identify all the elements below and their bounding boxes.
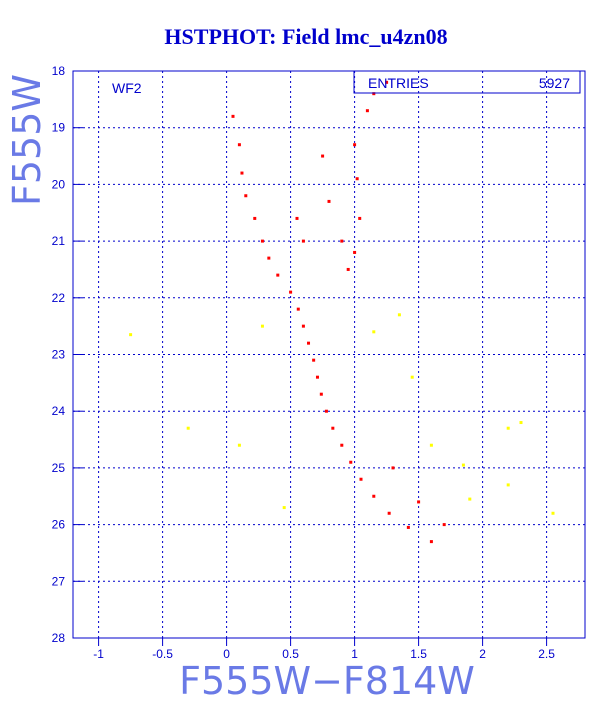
scatter-point — [397, 313, 401, 317]
scatter-point — [331, 426, 335, 430]
y-tick-label: 22 — [52, 291, 66, 305]
scatter-point — [385, 80, 389, 84]
x-tick-label: 2 — [479, 647, 486, 661]
y-axis-title: F555W — [5, 74, 49, 206]
x-tick-label: 2.5 — [538, 647, 555, 661]
scatter-point — [324, 409, 328, 413]
scatter-point — [296, 307, 300, 311]
scatter-point — [129, 333, 133, 337]
x-tick-label: 0.5 — [282, 647, 299, 661]
scatter-point — [429, 443, 433, 447]
scatter-point — [468, 497, 472, 501]
scatter-point — [340, 239, 344, 243]
scatter-point — [429, 540, 433, 544]
scatter-point — [372, 494, 376, 498]
y-tick-label: 28 — [52, 631, 66, 645]
stats-label: ENTRIES — [368, 75, 429, 91]
scatter-point — [372, 330, 376, 334]
scatter-point — [237, 143, 241, 147]
y-tick-label: 26 — [52, 518, 66, 532]
scatter-point — [276, 273, 280, 277]
scatter-point — [349, 460, 353, 464]
scatter-point — [346, 267, 350, 271]
scatter-point — [442, 523, 446, 527]
y-tick-label: 20 — [52, 177, 66, 191]
scatter-point — [506, 426, 510, 430]
scatter-point — [353, 143, 357, 147]
scatter-point — [301, 324, 305, 328]
scatter-point — [461, 463, 465, 467]
scatter-point — [410, 375, 414, 379]
scatter-point — [312, 358, 316, 362]
scatter-point — [282, 506, 286, 510]
scatter-point — [327, 199, 331, 203]
scatter-point — [237, 443, 241, 447]
scatter-point — [519, 421, 523, 425]
scatter-point — [244, 194, 248, 198]
scatter-point — [353, 250, 357, 254]
scatter-point — [551, 511, 555, 515]
scatter-point — [506, 483, 510, 487]
scatter-point — [260, 324, 264, 328]
y-tick-label: 27 — [52, 574, 66, 588]
scatter-point — [295, 216, 299, 220]
y-tick-label: 18 — [52, 64, 66, 78]
scatter-point — [231, 114, 235, 118]
scatter-point — [365, 109, 369, 113]
scatter-point — [321, 154, 325, 158]
scatter-point — [289, 290, 293, 294]
panel-label: WF2 — [112, 80, 142, 96]
scatter-point — [319, 392, 323, 396]
scatter-point — [315, 375, 319, 379]
scatter-point — [307, 341, 311, 345]
y-tick-label: 25 — [52, 461, 66, 475]
scatter-point — [340, 443, 344, 447]
grid — [73, 71, 585, 638]
x-axis-ticks: -1 -0.5 0 0.5 1 1.5 2 2.5 — [93, 638, 555, 661]
x-tick-label: 1.5 — [410, 647, 427, 661]
stats-value: 5927 — [539, 75, 570, 91]
scatter-point — [417, 500, 421, 504]
x-tick-label: -1 — [93, 647, 104, 661]
x-tick-label: 1 — [351, 647, 358, 661]
scatter-point — [253, 216, 257, 220]
stats-box: ENTRIES 5927 — [353, 70, 581, 94]
y-tick-label: 23 — [52, 348, 66, 362]
scatter-point — [186, 426, 190, 430]
x-tick-label: -0.5 — [152, 647, 173, 661]
scatter-point — [358, 216, 362, 220]
x-tick-label: 0 — [223, 647, 230, 661]
scatter-point — [301, 239, 305, 243]
scatter-point — [267, 256, 271, 260]
chart-title: HSTPHOT: Field lmc_u4zn08 — [164, 24, 448, 49]
scatter-point — [355, 177, 359, 181]
scatter-point — [391, 466, 395, 470]
points-layer — [129, 80, 555, 544]
scatter-point — [372, 92, 376, 96]
y-tick-label: 21 — [52, 234, 66, 248]
y-tick-label: 24 — [52, 404, 66, 418]
scatter-point — [260, 239, 264, 243]
x-axis-title: F555W−F814W — [179, 659, 475, 703]
scatter-point — [406, 525, 410, 529]
scatter-point — [240, 171, 244, 175]
scatter-point — [387, 511, 391, 515]
y-axis-ticks: 18 19 20 21 22 23 24 25 26 27 28 — [52, 64, 83, 645]
scatter-point — [359, 477, 363, 481]
y-tick-label: 19 — [52, 121, 66, 135]
